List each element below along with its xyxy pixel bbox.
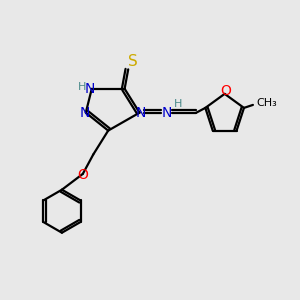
Text: N: N — [80, 106, 90, 120]
Text: CH₃: CH₃ — [256, 98, 277, 108]
Text: H: H — [174, 99, 183, 109]
Text: S: S — [128, 54, 138, 69]
Text: O: O — [221, 84, 232, 98]
Text: N: N — [136, 106, 146, 120]
Text: O: O — [77, 168, 88, 182]
Text: H: H — [78, 82, 86, 92]
Text: N: N — [85, 82, 95, 96]
Text: N: N — [161, 106, 172, 120]
